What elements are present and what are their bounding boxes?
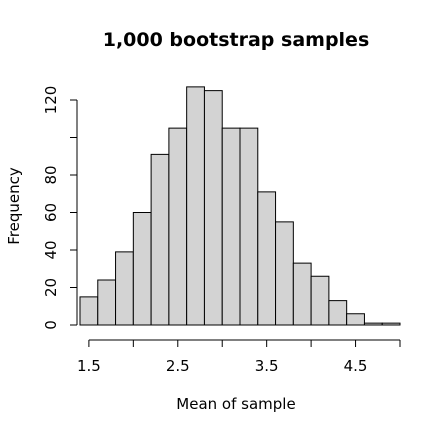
histogram-bar <box>115 251 134 326</box>
histogram-bar <box>363 322 383 326</box>
bars-group <box>79 86 401 326</box>
y-tick-label: 40 <box>42 240 60 259</box>
histogram-bar <box>310 275 330 326</box>
x-tick-label: 3.5 <box>255 357 279 375</box>
histogram-bar <box>203 90 223 326</box>
x-tick-label: 4.5 <box>344 357 368 375</box>
x-tick-label: 2.5 <box>166 357 190 375</box>
histogram-bar <box>221 127 241 326</box>
histogram-bar <box>150 153 170 326</box>
histogram-bar <box>132 212 152 326</box>
y-axis-label: Frequency <box>5 167 23 245</box>
x-tick-label: 1.5 <box>77 357 101 375</box>
y-tick-label: 0 <box>42 320 60 330</box>
x-axis: 1.5 2.5 3.5 4.5 <box>77 339 401 375</box>
histogram-bar <box>328 300 348 326</box>
histogram-bar <box>79 296 99 326</box>
histogram-bar <box>346 313 365 326</box>
y-axis: 0 20 40 60 80 120 <box>42 86 78 330</box>
histogram-bar <box>97 279 117 326</box>
chart-title: 1,000 bootstrap samples <box>103 29 370 51</box>
histogram-bar <box>168 127 188 326</box>
x-axis-label: Mean of sample <box>176 395 295 413</box>
y-tick-label: 20 <box>42 278 60 297</box>
y-tick-label: 80 <box>42 165 60 184</box>
histogram-bar <box>292 262 312 326</box>
y-tick-label: 120 <box>42 86 60 115</box>
histogram-bar <box>239 127 259 326</box>
histogram-bar <box>275 221 294 326</box>
histogram-bar <box>186 86 205 326</box>
histogram-bar <box>257 191 277 326</box>
histogram-bar <box>381 322 401 326</box>
y-tick-label: 60 <box>42 203 60 222</box>
